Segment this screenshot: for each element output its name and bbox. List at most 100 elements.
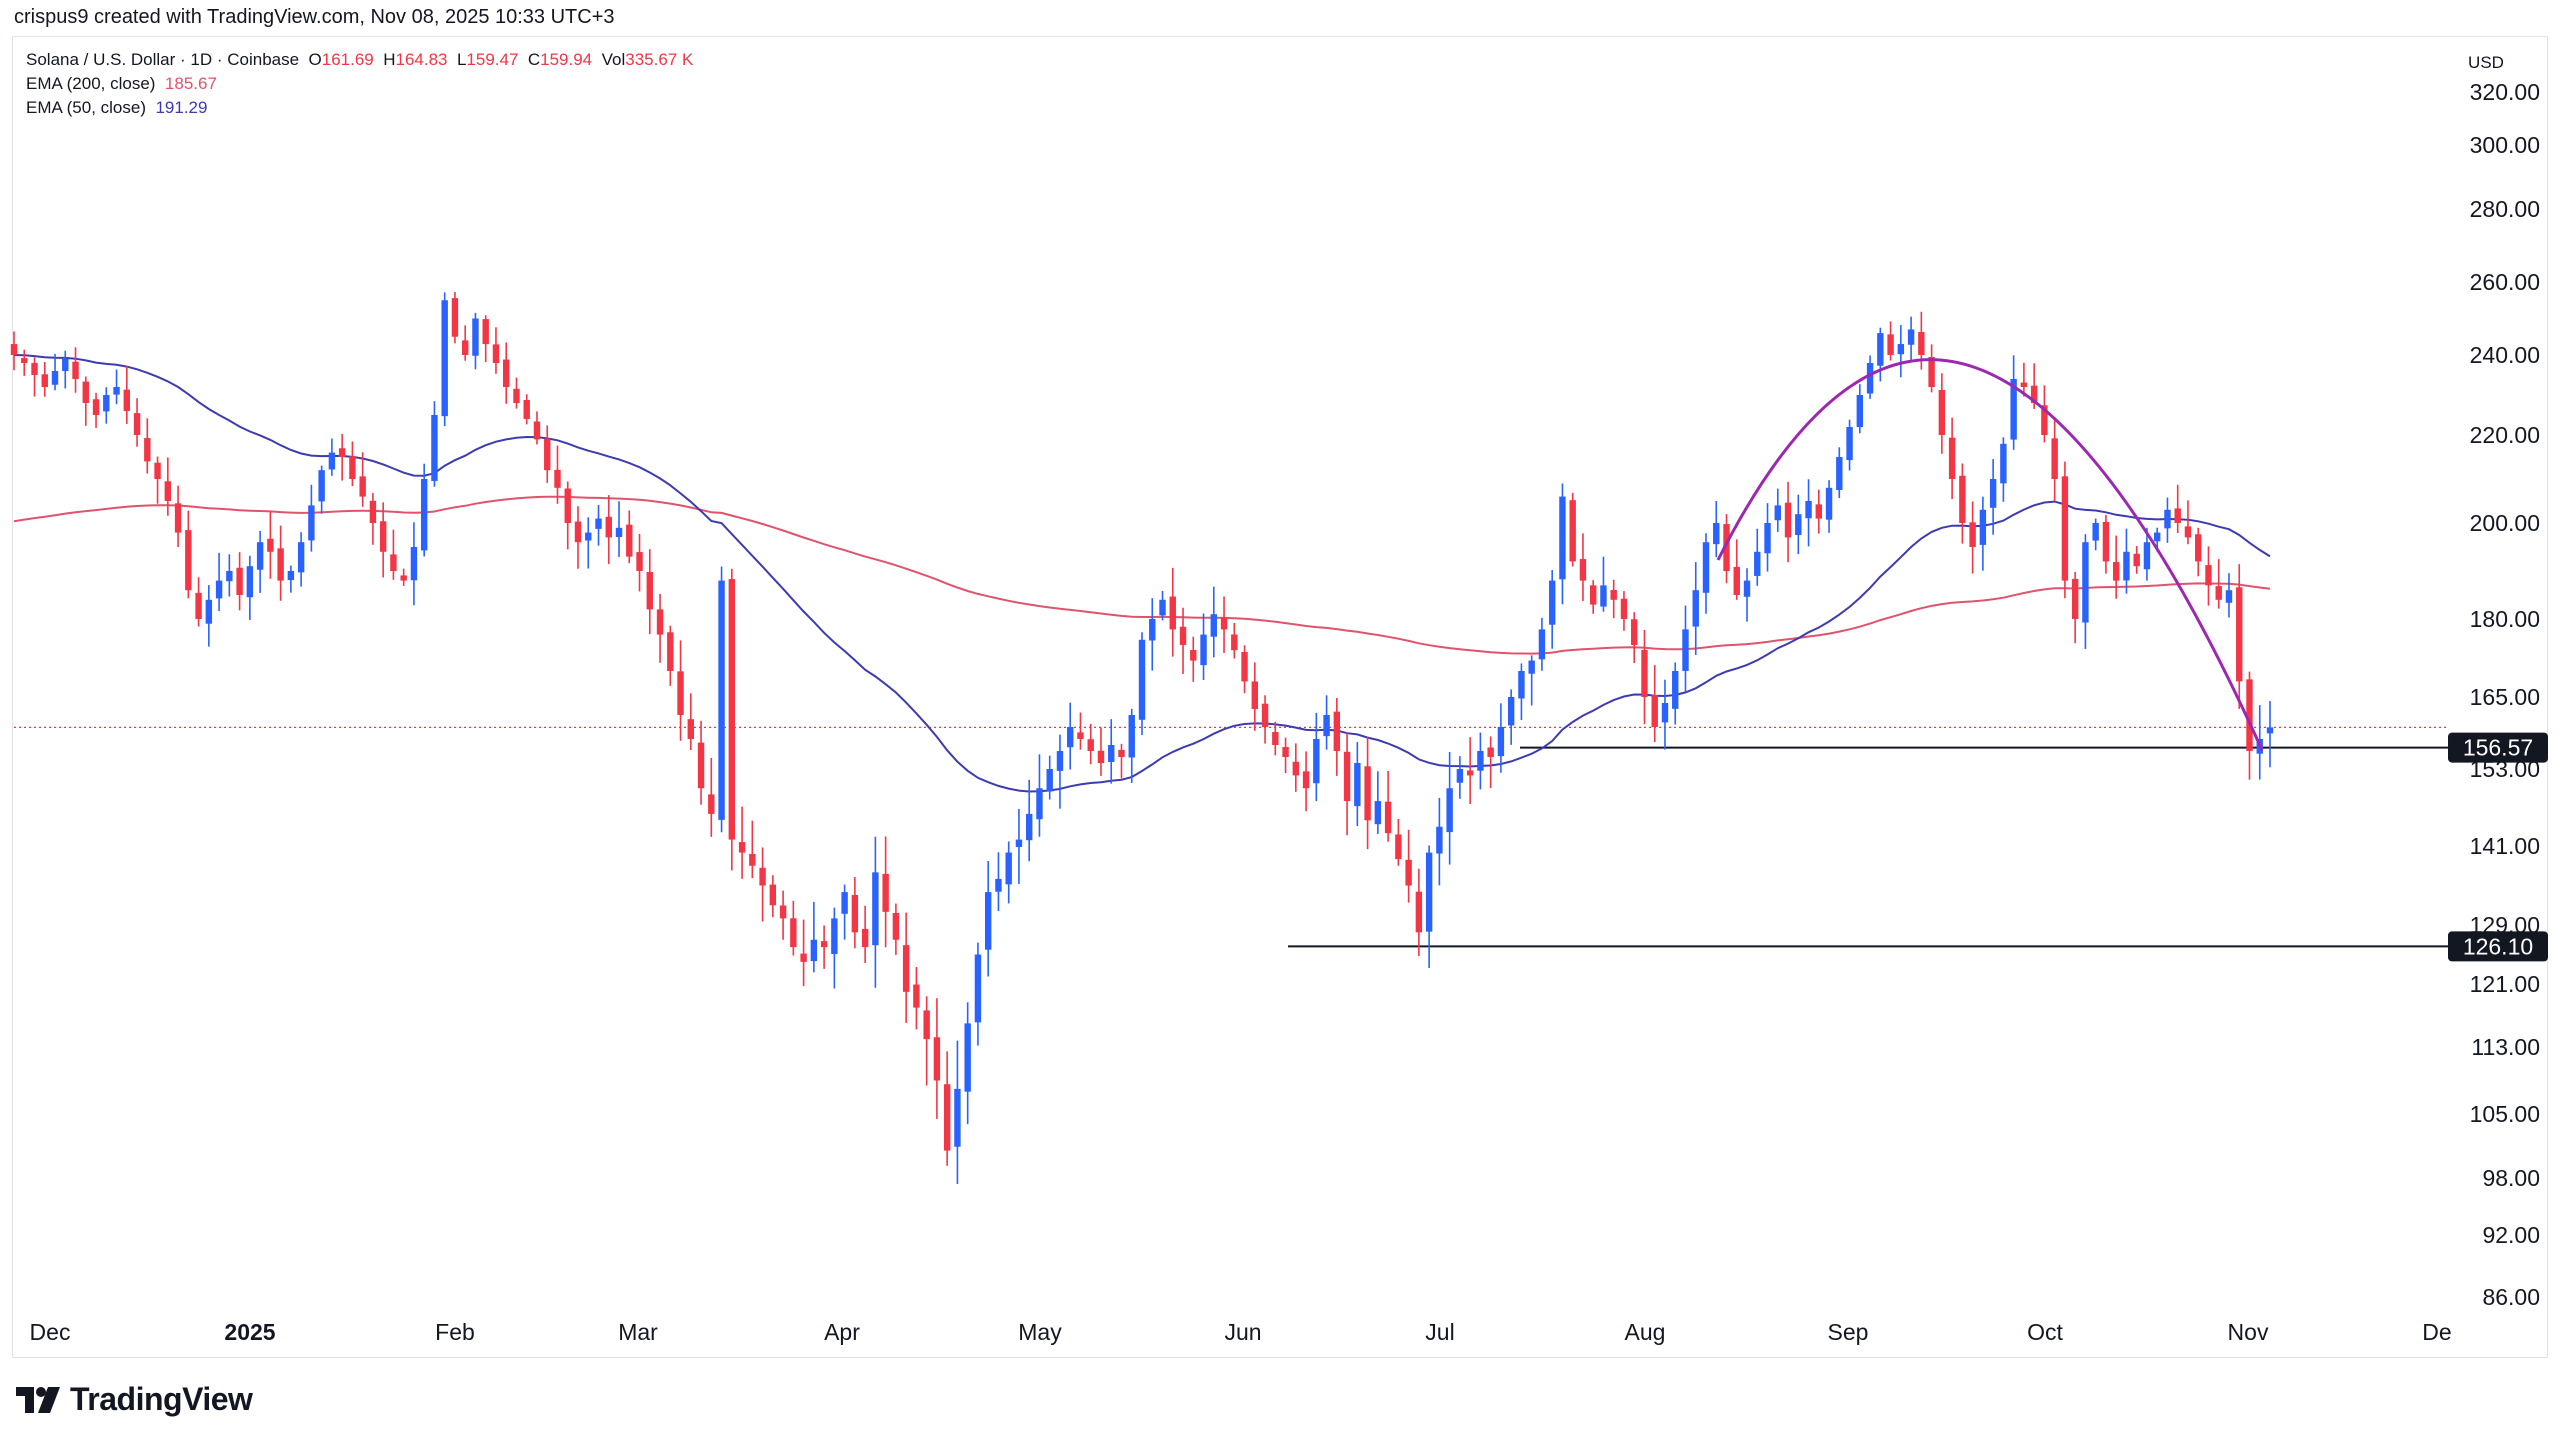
candle-body[interactable] bbox=[1948, 437, 1956, 479]
candle-body[interactable] bbox=[1118, 749, 1125, 757]
candle-body[interactable] bbox=[1026, 813, 1033, 841]
chart-frame[interactable] bbox=[12, 36, 2548, 1358]
candle-body[interactable] bbox=[1836, 457, 1843, 490]
candle-body[interactable] bbox=[72, 361, 79, 379]
candle-body[interactable] bbox=[2102, 521, 2110, 562]
candle-body[interactable] bbox=[431, 415, 438, 481]
candle-body[interactable] bbox=[656, 609, 664, 635]
candle-body[interactable] bbox=[472, 318, 479, 356]
candle-body[interactable] bbox=[697, 742, 705, 789]
candle-body[interactable] bbox=[2051, 438, 2058, 479]
candle-body[interactable] bbox=[1641, 649, 1648, 697]
candle-body[interactable] bbox=[2133, 553, 2140, 567]
candle-body[interactable] bbox=[544, 438, 551, 471]
candle-body[interactable] bbox=[1046, 769, 1053, 792]
candle-body[interactable] bbox=[687, 719, 694, 739]
candle-body[interactable] bbox=[1989, 479, 1997, 508]
candle-body[interactable] bbox=[267, 538, 274, 552]
candle-body[interactable] bbox=[2041, 405, 2048, 435]
candle-body[interactable] bbox=[626, 524, 633, 557]
candle-body[interactable] bbox=[1456, 769, 1464, 783]
candle-body[interactable] bbox=[1795, 514, 1802, 536]
candle-body[interactable] bbox=[1702, 542, 1710, 593]
candle-body[interactable] bbox=[103, 395, 110, 412]
candle-body[interactable] bbox=[718, 580, 725, 820]
candle-body[interactable] bbox=[1825, 487, 1833, 520]
candle-body[interactable] bbox=[1343, 751, 1351, 802]
candle-body[interactable] bbox=[585, 532, 592, 541]
candle-body[interactable] bbox=[1077, 732, 1084, 739]
candle-body[interactable] bbox=[174, 503, 182, 533]
candle-body[interactable] bbox=[964, 1023, 971, 1092]
candle-body[interactable] bbox=[1600, 585, 1607, 607]
candle-body[interactable] bbox=[1231, 634, 1238, 651]
candle-body[interactable] bbox=[1395, 834, 1402, 860]
candle-body[interactable] bbox=[154, 462, 161, 479]
candle-body[interactable] bbox=[1015, 839, 1023, 848]
candle-body[interactable] bbox=[1405, 859, 1412, 886]
candle-body[interactable] bbox=[420, 479, 428, 551]
candle-body[interactable] bbox=[708, 794, 715, 814]
ema200-line[interactable] bbox=[13, 495, 2271, 655]
candle-body[interactable] bbox=[410, 547, 418, 581]
candle-body[interactable] bbox=[933, 1037, 941, 1081]
candle-body[interactable] bbox=[390, 554, 397, 571]
candle-body[interactable] bbox=[820, 941, 828, 948]
candle-body[interactable] bbox=[2236, 587, 2243, 682]
candle-body[interactable] bbox=[1067, 727, 1074, 748]
candle-body[interactable] bbox=[164, 481, 172, 501]
candle-body[interactable] bbox=[2225, 590, 2233, 603]
candle-body[interactable] bbox=[2010, 379, 2017, 440]
candle-body[interactable] bbox=[1108, 745, 1115, 762]
candle-body[interactable] bbox=[1723, 524, 1730, 571]
legend-ema50-row[interactable]: EMA (50, close) 191.29 bbox=[26, 96, 693, 120]
candle-body[interactable] bbox=[984, 892, 992, 950]
candle-body[interactable] bbox=[615, 527, 623, 537]
candle-body[interactable] bbox=[1938, 390, 1946, 435]
candle-body[interactable] bbox=[21, 358, 28, 363]
candle-body[interactable] bbox=[554, 469, 561, 488]
candle-body[interactable] bbox=[144, 438, 151, 462]
candle-body[interactable] bbox=[1138, 639, 1146, 720]
candle-body[interactable] bbox=[2030, 385, 2038, 403]
candle-body[interactable] bbox=[277, 548, 284, 581]
candle-body[interactable] bbox=[1261, 703, 1269, 727]
tradingview-logo[interactable]: TradingView bbox=[16, 1381, 253, 1418]
candle-body[interactable] bbox=[1661, 703, 1669, 723]
candle-body[interactable] bbox=[1210, 614, 1217, 637]
candle-body[interactable] bbox=[1969, 522, 1976, 547]
candle-body[interactable] bbox=[2092, 523, 2099, 541]
candle-body[interactable] bbox=[451, 298, 459, 337]
candle-body[interactable] bbox=[113, 387, 120, 395]
candle-body[interactable] bbox=[1036, 788, 1043, 820]
candle-body[interactable] bbox=[790, 918, 797, 948]
candle-body[interactable] bbox=[1354, 763, 1361, 807]
candle-body[interactable] bbox=[1477, 751, 1484, 771]
candle-body[interactable] bbox=[882, 873, 889, 912]
candle-body[interactable] bbox=[872, 872, 879, 946]
candle-body[interactable] bbox=[41, 374, 48, 387]
candle-body[interactable] bbox=[2082, 542, 2089, 623]
candle-body[interactable] bbox=[1220, 617, 1228, 630]
candle-body[interactable] bbox=[2174, 508, 2181, 523]
candle-body[interactable] bbox=[482, 319, 489, 345]
candle-body[interactable] bbox=[1887, 334, 1894, 355]
candle-body[interactable] bbox=[2000, 443, 2007, 484]
support-price-tag[interactable] bbox=[2448, 732, 2548, 763]
candle-body[interactable] bbox=[1056, 751, 1064, 771]
candle-body[interactable] bbox=[359, 476, 366, 497]
candle-body[interactable] bbox=[523, 399, 530, 419]
candle-body[interactable] bbox=[1087, 739, 1094, 751]
candle-body[interactable] bbox=[1097, 750, 1105, 763]
candle-body[interactable] bbox=[779, 905, 787, 919]
candle-body[interactable] bbox=[749, 853, 756, 866]
candle-body[interactable] bbox=[1579, 559, 1587, 581]
candle-body[interactable] bbox=[1497, 727, 1505, 757]
candle-body[interactable] bbox=[2195, 534, 2202, 562]
candle-body[interactable] bbox=[1190, 649, 1197, 661]
candle-body[interactable] bbox=[2071, 578, 2079, 619]
candle-body[interactable] bbox=[185, 530, 192, 591]
candle-body[interactable] bbox=[1907, 329, 1915, 345]
candle-body[interactable] bbox=[1743, 580, 1751, 597]
candle-body[interactable] bbox=[1918, 332, 1925, 355]
